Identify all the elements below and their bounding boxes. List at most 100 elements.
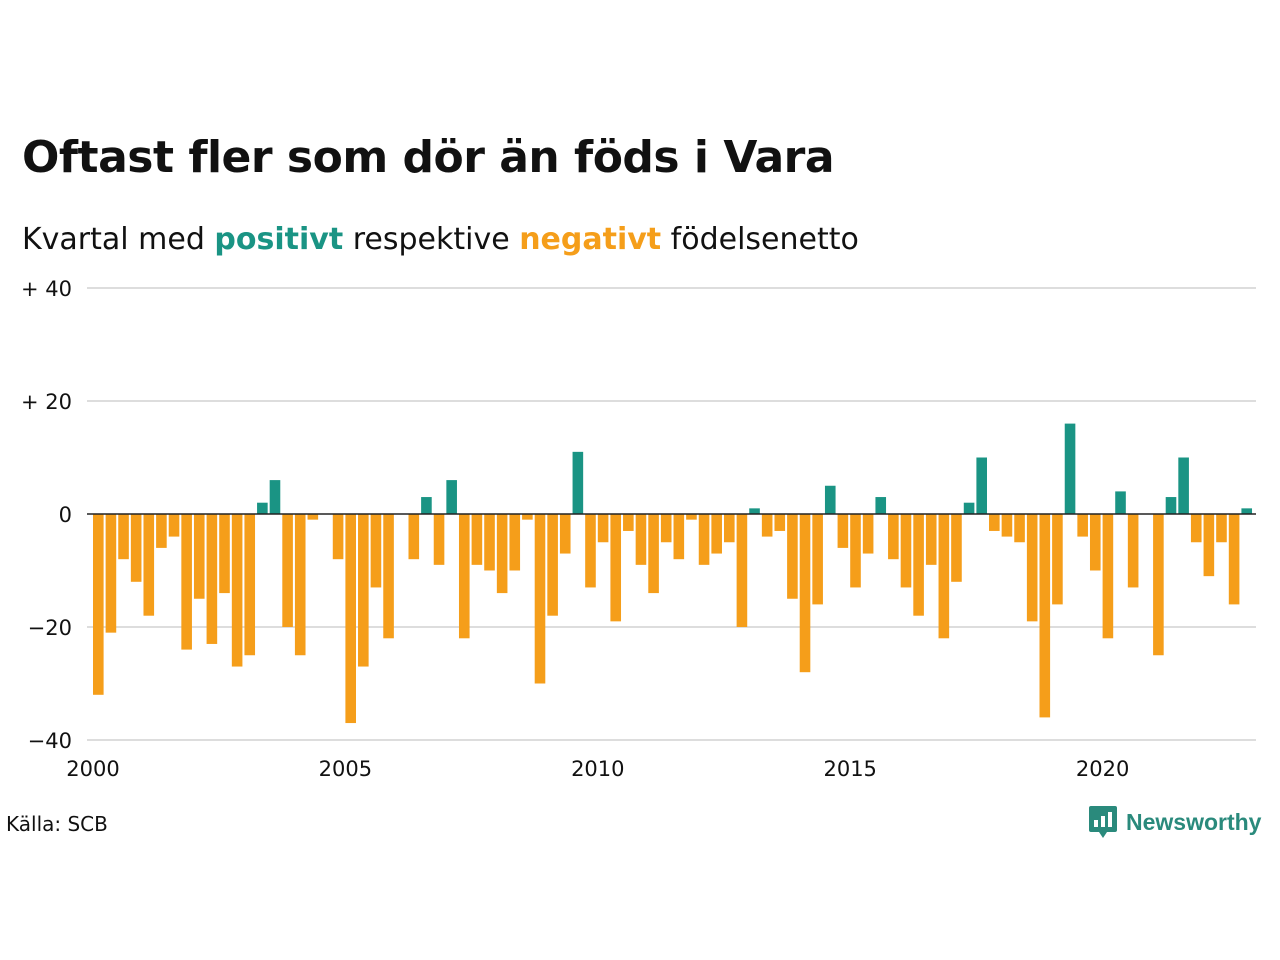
bar — [421, 497, 432, 514]
bar — [1077, 514, 1088, 537]
bar — [471, 514, 483, 565]
bar — [484, 514, 495, 571]
bar — [509, 514, 521, 571]
bar — [1203, 514, 1215, 577]
bar — [837, 514, 849, 548]
bar — [824, 485, 836, 514]
bar — [774, 514, 786, 531]
bar — [799, 514, 811, 673]
bar — [1241, 508, 1253, 514]
bar — [105, 514, 117, 633]
bar — [1153, 514, 1164, 656]
bar — [989, 514, 1000, 531]
bar — [761, 514, 773, 537]
bar — [496, 514, 508, 594]
bar — [888, 514, 899, 560]
y-tick-label: −40 — [28, 729, 72, 753]
y-tick-label: + 40 — [21, 277, 72, 301]
bar — [736, 514, 748, 627]
bar — [572, 451, 584, 514]
bar — [1052, 514, 1063, 605]
bar — [963, 502, 975, 514]
bar — [118, 514, 129, 560]
bar — [812, 514, 823, 605]
bar — [938, 514, 950, 639]
bar — [1115, 491, 1126, 514]
bar — [181, 514, 192, 650]
bar — [522, 514, 533, 520]
subtitle-suffix: födelsenetto — [661, 222, 859, 257]
bar — [1178, 457, 1189, 514]
bar-chart: + 40 + 20 0 −20 −40 2000 2005 2010 2015 2020 — [21, 277, 1256, 781]
y-tick-label: −20 — [28, 616, 72, 640]
bar — [269, 480, 281, 514]
bar — [130, 514, 142, 582]
chart-title: Oftast fler som dör än föds i Vara — [22, 132, 835, 183]
source-note: Källa: SCB — [6, 812, 108, 836]
bar — [257, 502, 268, 514]
bar — [219, 514, 230, 594]
subtitle-middle: respektive — [343, 222, 520, 257]
newsworthy-logo-icon — [1089, 806, 1117, 838]
bar — [547, 514, 558, 616]
x-tick-label: 2010 — [571, 757, 624, 781]
bar — [925, 514, 937, 565]
bar — [433, 514, 445, 565]
x-tick-label: 2005 — [319, 757, 372, 781]
bar — [294, 514, 306, 656]
bar — [1102, 514, 1114, 639]
bar — [585, 514, 596, 588]
bar — [635, 514, 647, 565]
bar — [370, 514, 382, 588]
bar — [93, 514, 104, 695]
bar — [193, 514, 205, 599]
bar — [724, 514, 735, 543]
bar — [976, 457, 987, 514]
bar — [1026, 514, 1038, 622]
bar — [711, 514, 722, 554]
bar — [458, 514, 470, 639]
bar — [358, 514, 369, 667]
x-tick-label: 2015 — [823, 757, 876, 781]
bar — [345, 514, 356, 724]
bar — [1190, 514, 1202, 543]
bar — [610, 514, 622, 622]
bar — [648, 514, 659, 594]
bar — [244, 514, 256, 656]
bar — [143, 514, 155, 616]
bar — [900, 514, 912, 588]
bar — [698, 514, 710, 565]
bar — [408, 514, 420, 560]
bar — [1001, 514, 1013, 537]
bar — [1089, 514, 1101, 571]
bar — [673, 514, 685, 560]
bar — [686, 514, 697, 520]
bar — [307, 514, 319, 520]
subtitle-negative: negativt — [519, 222, 662, 257]
y-tick-label: 0 — [59, 503, 72, 527]
y-tick-label: + 20 — [21, 390, 72, 414]
bar — [231, 514, 243, 667]
bar — [749, 508, 760, 514]
bar — [623, 514, 634, 531]
bar — [282, 514, 293, 627]
bar — [168, 514, 180, 537]
subtitle-positive: positivt — [214, 222, 344, 257]
bar — [534, 514, 546, 684]
bar — [660, 514, 672, 543]
x-tick-label: 2000 — [66, 757, 119, 781]
bar — [332, 514, 344, 560]
bar — [559, 514, 571, 554]
chart-subtitle: Kvartal med positivt respektive negativt… — [22, 222, 859, 257]
brand-name: Newsworthy — [1126, 808, 1262, 835]
bar — [597, 514, 609, 543]
bar — [1165, 497, 1177, 514]
bar — [1228, 514, 1240, 605]
bar — [875, 497, 887, 514]
subtitle-prefix: Kvartal med — [22, 222, 215, 257]
bar — [913, 514, 924, 616]
bar — [156, 514, 167, 548]
bar — [383, 514, 394, 639]
bar — [787, 514, 798, 599]
bar — [206, 514, 218, 644]
